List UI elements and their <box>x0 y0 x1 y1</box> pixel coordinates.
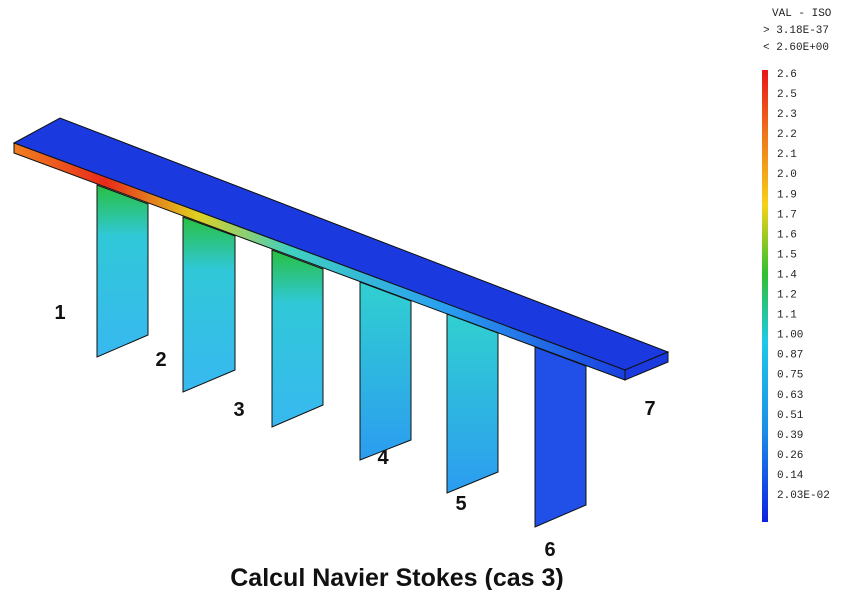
outlet-plate <box>97 185 148 357</box>
legend-level: 2.2 <box>777 129 797 141</box>
legend-level: 1.00 <box>777 330 803 342</box>
legend-level: 0.75 <box>777 370 803 382</box>
outlet-label: 4 <box>377 447 389 469</box>
outlet-label: 6 <box>544 539 555 561</box>
legend-level: 1.2 <box>777 290 797 302</box>
figure: VAL - ISO > 3.18E-37 < 2.60E+00 Calcul N… <box>0 0 855 590</box>
legend-level: 1.4 <box>777 269 797 281</box>
legend-level: 0.63 <box>777 390 803 402</box>
legend-level: 1.5 <box>777 249 797 261</box>
legend-level: 1.1 <box>777 310 797 322</box>
legend-level: 2.1 <box>777 149 797 161</box>
legend-max: > 3.18E-37 <box>763 25 829 37</box>
figure-title: Calcul Navier Stokes (cas 3) <box>230 564 564 590</box>
legend-level: 2.03E-02 <box>777 490 830 502</box>
legend-level: 1.6 <box>777 229 797 241</box>
legend-header: VAL - ISO <box>772 8 832 20</box>
outlet-label: 2 <box>155 349 166 371</box>
outlet-plate <box>360 282 411 460</box>
legend-level: 2.5 <box>777 89 797 101</box>
legend-level: 1.7 <box>777 209 797 221</box>
legend-level: 1.9 <box>777 189 797 201</box>
outlet-label: 7 <box>644 398 655 420</box>
legend-min: < 2.60E+00 <box>763 42 829 54</box>
outlet-plate <box>183 217 235 392</box>
color-bar <box>762 70 768 522</box>
outlet-plate <box>535 347 586 527</box>
legend-level: 2.3 <box>777 109 797 121</box>
outlet-label: 3 <box>233 399 244 421</box>
outlet-plate <box>272 250 323 427</box>
legend-level: 0.51 <box>777 410 804 422</box>
outlet-label: 5 <box>455 493 466 515</box>
legend-level: 0.26 <box>777 450 803 462</box>
legend-level: 2.0 <box>777 169 797 181</box>
legend-level: 0.39 <box>777 430 803 442</box>
legend-level: 2.6 <box>777 69 797 81</box>
geometry <box>14 118 668 527</box>
outlet-label: 1 <box>54 302 65 324</box>
legend-level: 0.14 <box>777 470 804 482</box>
outlet-plate <box>447 314 498 493</box>
legend-level: 0.87 <box>777 350 803 362</box>
